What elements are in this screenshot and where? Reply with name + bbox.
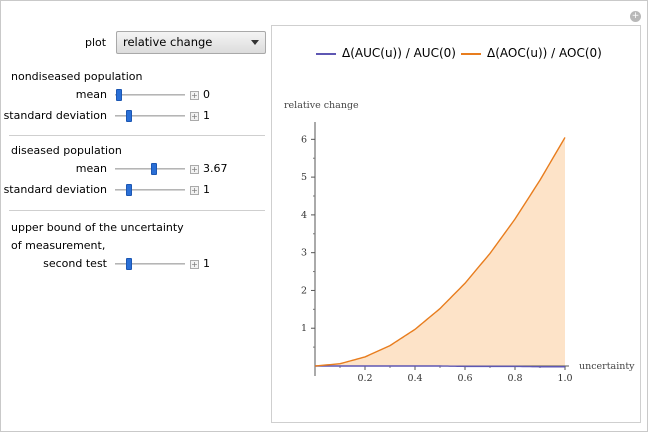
diseased-sd-expand-icon[interactable]: +: [190, 186, 199, 195]
divider: [9, 135, 265, 136]
relative-change-chart: 0.2 0.4 0.6 0.8 1.0 1 2 3 4 5 6 relative change unce…: [284, 100, 635, 384]
second-test-value: 1: [203, 257, 210, 270]
legend-item-auc: Δ(AUC(u)) / AUC(0): [316, 46, 456, 60]
nondiseased-mean-value: 0: [203, 88, 210, 101]
x-tick-label: 0.8: [507, 373, 522, 384]
expand-icon[interactable]: +: [630, 11, 641, 22]
x-tick-label: 0.2: [357, 373, 372, 384]
slider-track: [115, 115, 185, 117]
series-line-aoc: [314, 137, 566, 367]
chevron-down-icon: [251, 40, 259, 45]
x-tick-label: 1.0: [557, 373, 572, 384]
y-tick-label: 3: [301, 248, 307, 259]
legend-swatch-aoc: [461, 52, 481, 55]
diseased-mean-value: 3.67: [203, 162, 228, 175]
slider-track: [115, 263, 185, 265]
y-tick-label: 2: [301, 285, 307, 296]
y-tick-label: 6: [301, 134, 307, 145]
plot-select[interactable]: relative change: [116, 31, 266, 54]
slider-track: [115, 168, 185, 170]
diseased-sd-slider[interactable]: [115, 184, 185, 196]
legend-item-aoc: Δ(AOC(u)) / AOC(0): [461, 46, 602, 60]
nondiseased-heading: nondiseased population: [11, 70, 143, 83]
diseased-sd-value: 1: [203, 183, 210, 196]
nondiseased-sd-expand-icon[interactable]: +: [190, 112, 199, 121]
uncertainty-heading-line2: of measurement,: [11, 239, 106, 252]
nondiseased-mean-slider[interactable]: [115, 89, 185, 101]
diseased-heading: diseased population: [11, 144, 122, 157]
plot-panel: Δ(AUC(u)) / AUC(0) Δ(AOC(u)) / AOC(0) 0.…: [271, 25, 641, 423]
uncertainty-heading-line1: upper bound of the uncertainty: [11, 221, 184, 234]
slider-thumb[interactable]: [116, 89, 123, 101]
y-tick-label: 4: [301, 210, 307, 221]
nondiseased-sd-slider[interactable]: [115, 110, 185, 122]
series-line-auc: [315, 365, 565, 368]
slider-thumb[interactable]: [125, 110, 132, 122]
slider-track: [115, 189, 185, 191]
nondiseased-sd-label: standard deviation: [3, 109, 107, 122]
controls-panel: plot relative change nondiseased populat…: [1, 1, 271, 433]
second-test-slider[interactable]: [115, 258, 185, 270]
diseased-mean-label: mean: [75, 162, 107, 175]
legend-label-aoc: Δ(AOC(u)) / AOC(0): [487, 46, 602, 60]
second-test-label: second test: [43, 257, 107, 270]
legend-label-auc: Δ(AUC(u)) / AUC(0): [342, 46, 456, 60]
diseased-mean-slider[interactable]: [115, 163, 185, 175]
nondiseased-sd-value: 1: [203, 109, 210, 122]
y-tick-label: 1: [301, 323, 307, 334]
plot-select-value: relative change: [123, 35, 213, 49]
diseased-sd-label: standard deviation: [3, 183, 107, 196]
slider-thumb[interactable]: [125, 184, 132, 196]
slider-thumb[interactable]: [125, 258, 132, 270]
aoc-area-fill: [315, 137, 565, 366]
y-axis-label: relative change: [284, 100, 359, 111]
plot-label: plot: [85, 36, 107, 49]
nondiseased-mean-expand-icon[interactable]: +: [190, 91, 199, 100]
second-test-expand-icon[interactable]: +: [190, 260, 199, 269]
x-axis-label: uncertainty: [579, 361, 635, 372]
slider-thumb[interactable]: [151, 163, 158, 175]
diseased-mean-expand-icon[interactable]: +: [190, 165, 199, 174]
divider: [9, 210, 265, 211]
nondiseased-mean-label: mean: [75, 88, 107, 101]
slider-track: [115, 94, 185, 96]
x-tick-label: 0.4: [407, 373, 422, 384]
y-tick-label: 5: [301, 172, 307, 183]
legend-swatch-auc: [316, 52, 336, 55]
x-tick-label: 0.6: [457, 373, 472, 384]
